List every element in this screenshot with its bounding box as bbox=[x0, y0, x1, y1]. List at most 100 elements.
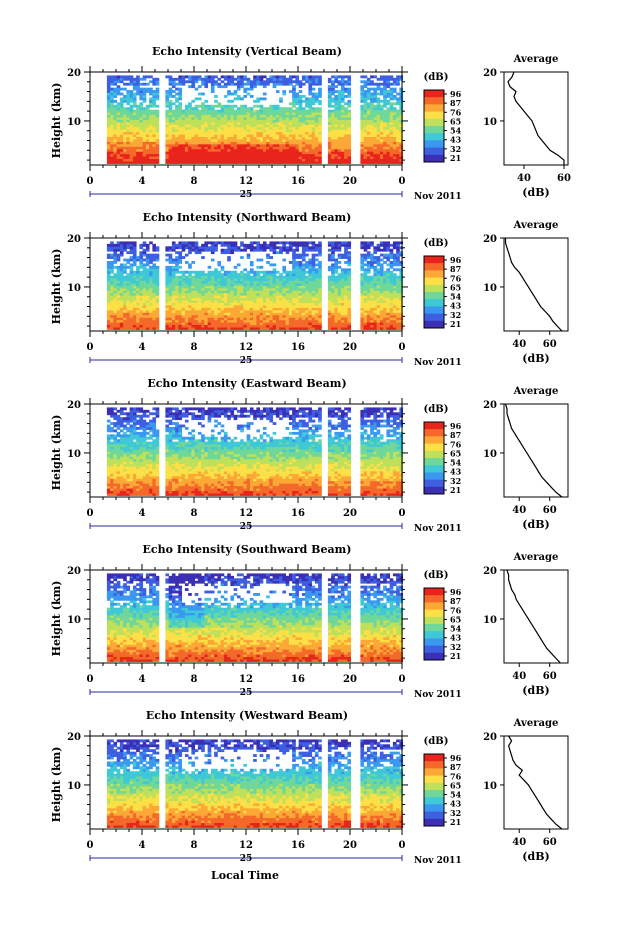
colorbar-swatch bbox=[424, 97, 444, 105]
average-frame bbox=[503, 71, 569, 166]
colorbar-unit: (dB) bbox=[424, 72, 449, 83]
panel-title: Echo Intensity (Westward Beam) bbox=[146, 709, 348, 722]
average-title: Average bbox=[513, 718, 559, 729]
x-tick-label: 0 bbox=[399, 342, 406, 353]
average-title: Average bbox=[513, 386, 559, 397]
y-axis-label: Height (km) bbox=[50, 747, 63, 823]
average-title: Average bbox=[513, 220, 559, 231]
colorbar-tick-label: 87 bbox=[450, 596, 461, 606]
colorbar-tick-label: 65 bbox=[450, 780, 461, 790]
y-axis-label: Height (km) bbox=[50, 249, 63, 325]
x-tick-label: 0 bbox=[399, 176, 406, 187]
average-profile-line bbox=[507, 71, 565, 165]
colorbar-swatch bbox=[424, 422, 444, 430]
average-x-tick-label: 60 bbox=[543, 837, 557, 848]
panel-title: Echo Intensity (Southward Beam) bbox=[143, 543, 352, 556]
panel-1: Echo Intensity (Vertical Beam) 20 10 Height… bbox=[50, 45, 571, 202]
colorbar-swatch bbox=[424, 486, 444, 495]
y-axis-label: Height (km) bbox=[50, 83, 63, 159]
colorbar-swatch bbox=[424, 313, 444, 322]
date-label: Nov 2011 bbox=[414, 690, 462, 700]
colorbar-tick-label: 87 bbox=[450, 762, 461, 772]
colorbar-tick-label: 96 bbox=[450, 255, 462, 265]
colorbar-frame bbox=[423, 255, 445, 329]
time-axis-label: Local Time bbox=[211, 869, 279, 882]
colorbar-tick-label: 96 bbox=[450, 89, 462, 99]
average-title: Average bbox=[513, 54, 559, 65]
average-y-tick-label: 10 bbox=[483, 781, 497, 792]
x-tick-label: 20 bbox=[343, 342, 357, 353]
colorbar-swatch bbox=[424, 624, 444, 632]
average-y-tick-label: 20 bbox=[483, 400, 497, 411]
colorbar-swatch bbox=[424, 472, 444, 481]
y-tick-label: 20 bbox=[67, 400, 81, 411]
x-tick-label: 0 bbox=[399, 674, 406, 685]
colorbar-swatch bbox=[424, 118, 444, 127]
colorbar-swatch bbox=[424, 256, 444, 264]
average-frame bbox=[503, 569, 569, 664]
colorbar-tick-label: 43 bbox=[450, 799, 462, 809]
average-x-tick-label: 60 bbox=[543, 671, 557, 682]
colorbar-tick-label: 32 bbox=[450, 310, 461, 320]
y-tick-label: 10 bbox=[67, 781, 81, 792]
x-tick-label: 16 bbox=[291, 840, 305, 851]
x-tick-label: 0 bbox=[87, 342, 94, 353]
average-y-tick-label: 20 bbox=[483, 566, 497, 577]
x-tick-label: 0 bbox=[87, 176, 94, 187]
colorbar-tick-label: 43 bbox=[450, 301, 462, 311]
colorbar-swatch bbox=[424, 458, 444, 466]
colorbar-swatch bbox=[424, 306, 444, 315]
colorbar-tick-label: 21 bbox=[450, 153, 461, 163]
colorbar-swatch bbox=[424, 299, 444, 307]
colorbar-swatch bbox=[424, 588, 444, 596]
colorbar-swatch bbox=[424, 320, 444, 329]
x-tick-label: 4 bbox=[139, 840, 146, 851]
x-tick-label: 12 bbox=[239, 674, 253, 685]
panel-title: Echo Intensity (Northward Beam) bbox=[143, 211, 352, 224]
x-tick-label: 8 bbox=[191, 342, 198, 353]
colorbar-tick-label: 54 bbox=[450, 458, 462, 468]
average-y-tick-label: 10 bbox=[483, 117, 497, 128]
colorbar-swatch bbox=[424, 140, 444, 149]
average-title: Average bbox=[513, 552, 559, 563]
colorbar-unit: (dB) bbox=[424, 404, 449, 415]
colorbar-swatch bbox=[424, 436, 444, 445]
colorbar-swatch bbox=[424, 768, 444, 777]
average-profile: Average 20 10 40 60 (dB) bbox=[483, 220, 569, 365]
x-tick-label: 0 bbox=[87, 840, 94, 851]
average-frame bbox=[503, 237, 569, 332]
colorbar-tick-label: 21 bbox=[450, 319, 461, 329]
average-frame bbox=[503, 735, 569, 830]
colorbar-tick-label: 54 bbox=[450, 292, 462, 302]
colorbar-tick-label: 96 bbox=[450, 587, 462, 597]
average-profile-line bbox=[506, 569, 561, 664]
colorbar-tick-label: 54 bbox=[450, 790, 462, 800]
colorbar-frame bbox=[423, 421, 445, 495]
colorbar-tick-label: 32 bbox=[450, 476, 461, 486]
colorbar-swatch bbox=[424, 465, 444, 473]
colorbar-swatch bbox=[424, 595, 444, 603]
date-tick-label: 25 bbox=[240, 190, 253, 200]
colorbar-tick-label: 96 bbox=[450, 421, 462, 431]
x-tick-label: 12 bbox=[239, 508, 253, 519]
average-x-label: (dB) bbox=[522, 684, 549, 697]
colorbar-swatch bbox=[424, 804, 444, 813]
colorbar-frame bbox=[423, 587, 445, 661]
colorbar-tick-label: 54 bbox=[450, 126, 462, 136]
panel-title: Echo Intensity (Eastward Beam) bbox=[147, 377, 346, 390]
average-x-label: (dB) bbox=[522, 352, 549, 365]
colorbar-unit: (dB) bbox=[424, 736, 449, 747]
colorbar-tick-label: 76 bbox=[450, 771, 462, 781]
colorbar-frame bbox=[423, 753, 445, 827]
date-tick-label: 25 bbox=[240, 688, 253, 698]
heatmap-cells bbox=[106, 241, 404, 330]
y-axis-label: Height (km) bbox=[50, 581, 63, 657]
date-tick-label: 25 bbox=[240, 854, 253, 864]
x-tick-label: 12 bbox=[239, 840, 253, 851]
y-tick-label: 10 bbox=[67, 615, 81, 626]
average-profile-line bbox=[504, 403, 563, 498]
colorbar-tick-label: 87 bbox=[450, 98, 461, 108]
